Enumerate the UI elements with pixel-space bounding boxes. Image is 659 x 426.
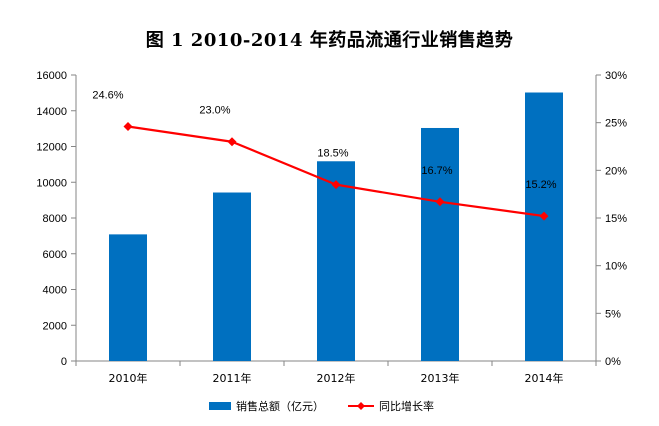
- right-axis-tick-label: 10%: [605, 261, 627, 273]
- bars-layer: [109, 92, 563, 361]
- legend-bar-label: 销售总额（亿元）: [236, 399, 324, 413]
- x-axis-category-label: 2011年: [213, 371, 252, 385]
- growth-rate-marker: [123, 121, 133, 131]
- left-axis-tick-label: 14000: [36, 106, 67, 118]
- growth-rate-marker: [227, 137, 237, 147]
- left-axis-tick-label: 12000: [36, 142, 67, 154]
- legend-line-marker: [357, 402, 365, 410]
- labels-layer: 24.6% 23.0% 18.5% 16.7% 15.2%: [92, 89, 556, 191]
- right-axis-tick-label: 20%: [605, 165, 627, 177]
- growth-rate-data-label: 15.2%: [525, 179, 556, 191]
- x-axis-category-label: 2014年: [525, 371, 564, 385]
- bar-sales-total: [525, 92, 563, 361]
- growth-rate-marker: [539, 211, 549, 221]
- growth-rate-data-label: 23.0%: [199, 105, 230, 117]
- left-axis-tick-label: 16000: [36, 70, 67, 82]
- line-layer: [123, 121, 549, 221]
- left-axis-tick-label: 2000: [43, 320, 67, 332]
- growth-rate-marker: [435, 197, 445, 207]
- left-axis-tick-label: 8000: [43, 213, 67, 225]
- legend-line-label: 同比增长率: [379, 399, 434, 413]
- left-axis-tick-label: 10000: [36, 177, 67, 189]
- x-axis-category-label: 2012年: [317, 371, 356, 385]
- x-axis-category-label: 2013年: [421, 371, 460, 385]
- bar-sales-total: [421, 127, 459, 361]
- right-axis-tick-label: 0%: [605, 356, 621, 368]
- legend-bar-swatch: [209, 402, 231, 410]
- legend-layer: 销售总额（亿元） 同比增长率: [209, 399, 434, 413]
- growth-rate-data-label: 16.7%: [421, 165, 452, 177]
- right-axis-tick-label: 15%: [605, 213, 627, 225]
- right-axis-tick-label: 30%: [605, 70, 627, 82]
- right-axis-tick-label: 25%: [605, 118, 627, 130]
- growth-rate-data-label: 18.5%: [317, 148, 348, 160]
- left-axis-tick-label: 4000: [43, 285, 67, 297]
- growth-rate-data-label: 24.6%: [92, 89, 123, 101]
- x-axis-category-label: 2010年: [109, 371, 148, 385]
- axes-layer: 0 2000 4000 6000 8000 10000 12000 14000 16000 0% 5…: [36, 70, 627, 385]
- growth-rate-marker: [331, 180, 341, 190]
- bar-sales-total: [317, 161, 355, 361]
- bar-sales-total: [109, 234, 147, 361]
- bar-sales-total: [213, 192, 251, 361]
- left-axis-tick-label: 6000: [43, 249, 67, 261]
- chart-title: 图 1 2010-2014 年药品流通行业销售趋势: [145, 30, 514, 51]
- left-axis-tick-label: 0: [61, 356, 67, 368]
- right-axis-tick-label: 5%: [605, 308, 621, 320]
